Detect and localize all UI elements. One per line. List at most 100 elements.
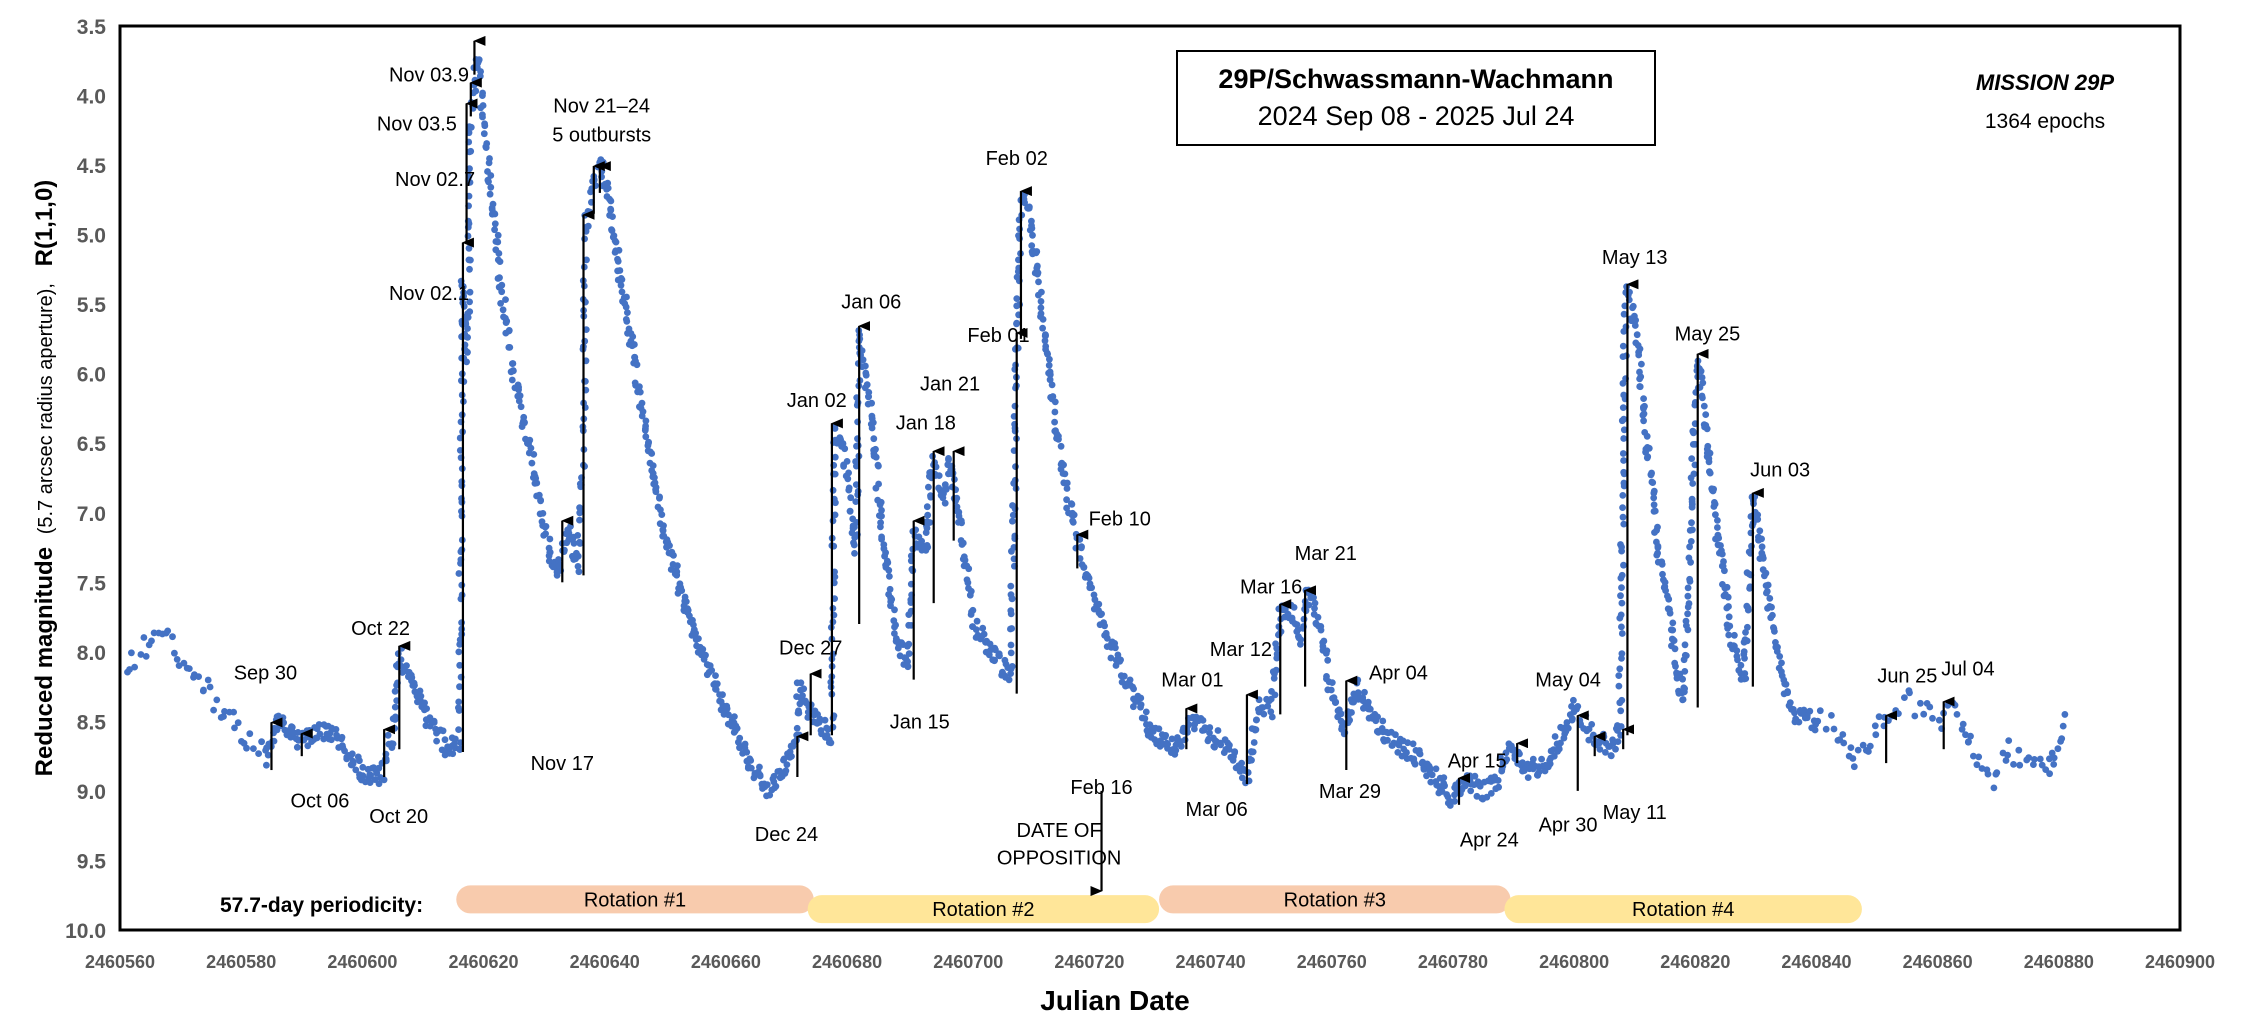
data-point — [480, 130, 488, 138]
data-point — [1967, 732, 1974, 740]
data-point — [1679, 696, 1687, 703]
data-point — [623, 293, 630, 301]
data-point — [1348, 709, 1355, 716]
data-point — [575, 568, 583, 576]
outburst-annotation: OPPOSITION — [997, 848, 1121, 870]
data-point — [1651, 507, 1659, 515]
data-point — [2010, 761, 2017, 768]
data-point — [1051, 418, 1058, 426]
data-point — [1551, 733, 1559, 740]
data-point — [1687, 538, 1695, 545]
outburst-annotation: Jan 21 — [920, 373, 980, 395]
data-point — [747, 764, 755, 772]
data-point — [2046, 770, 2053, 778]
data-point — [1659, 570, 1666, 578]
data-point — [1619, 513, 1627, 521]
data-point — [2004, 751, 2011, 759]
data-point — [1226, 741, 1233, 749]
data-point — [1039, 324, 1046, 332]
data-point — [1035, 278, 1042, 286]
data-point — [1337, 710, 1345, 718]
data-point — [1009, 502, 1016, 509]
data-point — [1427, 778, 1435, 786]
data-point — [464, 334, 471, 341]
data-point — [1665, 595, 1673, 603]
data-point — [1009, 511, 1017, 519]
data-point — [776, 767, 784, 775]
data-point — [1803, 714, 1811, 722]
data-point — [1703, 425, 1711, 433]
data-point — [171, 649, 178, 657]
data-point — [878, 533, 885, 541]
data-point — [1617, 541, 1624, 548]
data-point — [1028, 224, 1036, 232]
data-point — [965, 565, 973, 573]
data-point — [1638, 360, 1645, 368]
data-point — [466, 123, 473, 130]
title-box: 29P/Schwassmann-Wachmann 2024 Sep 08 - 2… — [1176, 50, 1656, 146]
data-point — [1721, 567, 1728, 575]
data-point — [1007, 582, 1015, 590]
data-point — [1051, 408, 1059, 416]
data-point — [985, 651, 993, 659]
data-point — [584, 222, 592, 230]
data-point — [1025, 204, 1033, 212]
data-point — [576, 540, 584, 547]
data-point — [1929, 714, 1936, 722]
data-point — [1712, 511, 1719, 519]
data-point — [953, 494, 961, 502]
data-point — [1524, 774, 1532, 781]
data-point — [1617, 707, 1625, 715]
data-point — [1756, 527, 1764, 535]
data-point — [243, 744, 250, 752]
plot-frame — [118, 24, 2182, 932]
data-point — [479, 102, 487, 109]
data-point — [1063, 485, 1071, 492]
data-point — [1033, 248, 1041, 255]
data-point — [1206, 724, 1214, 731]
data-point — [1618, 599, 1626, 607]
data-point — [576, 516, 583, 524]
x-tick-label: 2460740 — [1176, 952, 1246, 972]
data-point — [1037, 304, 1045, 312]
data-point — [491, 226, 498, 234]
data-point — [980, 630, 988, 638]
data-point — [935, 484, 942, 492]
data-point — [935, 472, 943, 479]
data-point — [1041, 337, 1049, 345]
data-point — [788, 753, 795, 760]
data-point — [610, 232, 618, 240]
data-point — [840, 462, 847, 470]
data-point — [1384, 736, 1391, 744]
data-point — [712, 686, 720, 693]
data-point — [1059, 470, 1067, 477]
data-point — [481, 122, 489, 130]
x-tick-label: 2460780 — [1418, 952, 1488, 972]
data-point — [573, 549, 580, 557]
data-point — [852, 498, 860, 505]
data-point — [608, 227, 616, 235]
data-point — [1250, 739, 1258, 746]
data-point — [417, 692, 425, 700]
outburst-annotation: May 13 — [1602, 247, 1668, 269]
data-point — [1871, 722, 1879, 730]
x-axis-label: Julian Date — [1040, 985, 1189, 1016]
data-point — [499, 306, 507, 314]
data-point — [850, 541, 858, 549]
data-point — [494, 256, 502, 264]
data-point — [1290, 604, 1298, 611]
data-point — [1155, 725, 1163, 733]
data-point — [1487, 790, 1495, 797]
data-point — [1300, 615, 1308, 623]
data-point — [1288, 614, 1296, 622]
data-point — [1039, 316, 1047, 323]
data-point — [1714, 531, 1722, 539]
data-point — [1685, 600, 1693, 607]
data-point — [1538, 755, 1545, 763]
data-point — [234, 719, 242, 727]
data-point — [1359, 694, 1367, 701]
data-point — [1740, 650, 1748, 658]
data-point — [1098, 610, 1105, 618]
data-point — [1600, 733, 1608, 741]
